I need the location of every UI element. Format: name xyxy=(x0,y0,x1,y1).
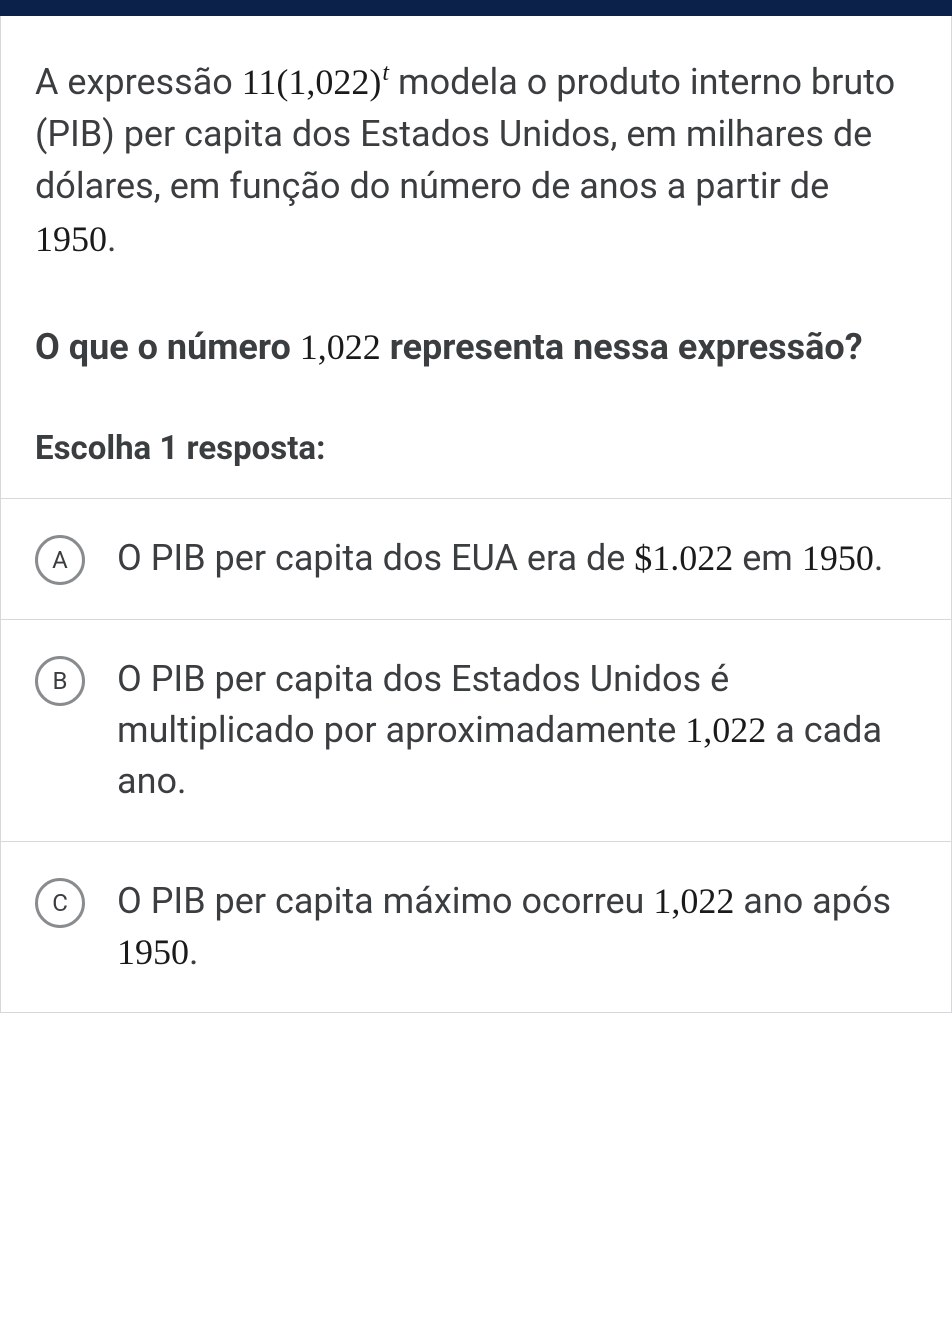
question-text: O que o número 1,022 representa nessa ex… xyxy=(35,321,917,373)
text-span: O PIB per capita dos Estados Unidos é mu… xyxy=(117,658,729,751)
radio-a[interactable]: A xyxy=(35,535,85,585)
top-bar xyxy=(0,0,952,16)
intro-part3: . xyxy=(107,218,117,260)
text-span: ano após xyxy=(734,880,891,922)
expr-exponent: t xyxy=(382,60,389,86)
math-expression: 11(1,022)t xyxy=(242,62,389,102)
question-container: A expressão 11(1,022)t modela o produto … xyxy=(0,16,952,1013)
expr-base: 1,022 xyxy=(288,62,369,102)
text-span: . xyxy=(189,931,199,973)
math-value: 1,022 xyxy=(653,881,734,921)
options-list: A O PIB per capita dos EUA era de $1.022 … xyxy=(1,498,951,1014)
option-c[interactable]: C O PIB per capita máximo ocorreu 1,022 a… xyxy=(1,841,951,1013)
question-part1: O que o número xyxy=(35,326,300,368)
text-span: em xyxy=(733,537,802,579)
intro-text: A expressão 11(1,022)t modela o produto … xyxy=(35,56,917,265)
option-text-b: O PIB per capita dos Estados Unidos é mu… xyxy=(117,654,917,807)
radio-b[interactable]: B xyxy=(35,656,85,706)
intro-part1: A expressão xyxy=(35,61,242,103)
radio-c[interactable]: C xyxy=(35,878,85,928)
option-text-c: O PIB per capita máximo ocorreu 1,022 an… xyxy=(117,876,917,978)
text-span: O PIB per capita máximo ocorreu xyxy=(117,880,653,922)
expr-coef: 11 xyxy=(242,62,277,102)
math-value: 1,022 xyxy=(685,710,766,750)
expr-rparen: ) xyxy=(369,62,381,102)
option-text-a: O PIB per capita dos EUA era de $1.022 e… xyxy=(117,533,883,584)
question-number: 1,022 xyxy=(300,327,381,367)
choose-label: Escolha 1 resposta: xyxy=(35,429,917,468)
expr-lparen: ( xyxy=(276,62,288,102)
math-value: $1.022 xyxy=(634,538,733,578)
question-part2: representa nessa expressão? xyxy=(381,326,863,368)
intro-year: 1950 xyxy=(35,219,107,259)
math-value: 1950 xyxy=(117,932,189,972)
math-value: 1950 xyxy=(802,538,874,578)
option-a[interactable]: A O PIB per capita dos EUA era de $1.022 … xyxy=(1,498,951,619)
text-span: O PIB per capita dos EUA era de xyxy=(117,537,634,579)
text-span: . xyxy=(874,537,884,579)
option-b[interactable]: B O PIB per capita dos Estados Unidos é m… xyxy=(1,619,951,841)
